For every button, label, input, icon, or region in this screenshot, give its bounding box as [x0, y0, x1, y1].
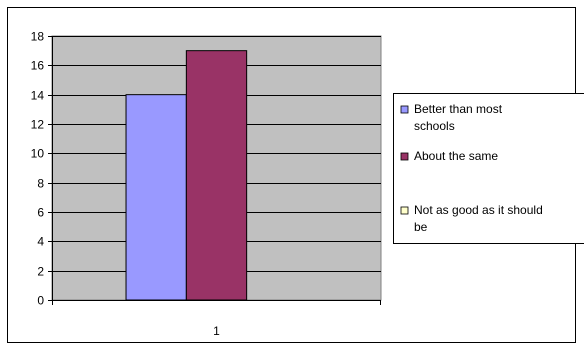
bar-1-cat-1 [126, 95, 186, 300]
legend-swatch-better [401, 106, 408, 113]
bar-2-cat-1 [186, 51, 246, 300]
legend-label-not-as-good-line2: be [414, 220, 428, 234]
legend-swatch-same [401, 153, 408, 160]
y-tick-label-18: 18 [31, 30, 45, 44]
y-tick-label-4: 4 [37, 235, 44, 249]
y-tick-label-2: 2 [37, 265, 44, 279]
legend-label-better-line2: schools [414, 119, 455, 133]
legend: Better than most schools About the same … [394, 94, 584, 244]
y-tick-label-8: 8 [37, 177, 44, 191]
y-tick-label-12: 12 [31, 118, 45, 132]
legend-label-better-line1: Better than most [414, 102, 503, 116]
y-tick-label-16: 16 [31, 59, 45, 73]
x-tick-label-1: 1 [213, 324, 220, 338]
y-tick-label-6: 6 [37, 206, 44, 220]
legend-label-not-as-good-line1: Not as good as it should [414, 203, 543, 217]
y-tick-label-10: 10 [31, 147, 45, 161]
legend-label-same-line1: About the same [414, 149, 498, 163]
y-tick-label-0: 0 [37, 294, 44, 308]
legend-swatch-not-as-good [401, 207, 408, 214]
y-tick-label-14: 14 [31, 89, 45, 103]
